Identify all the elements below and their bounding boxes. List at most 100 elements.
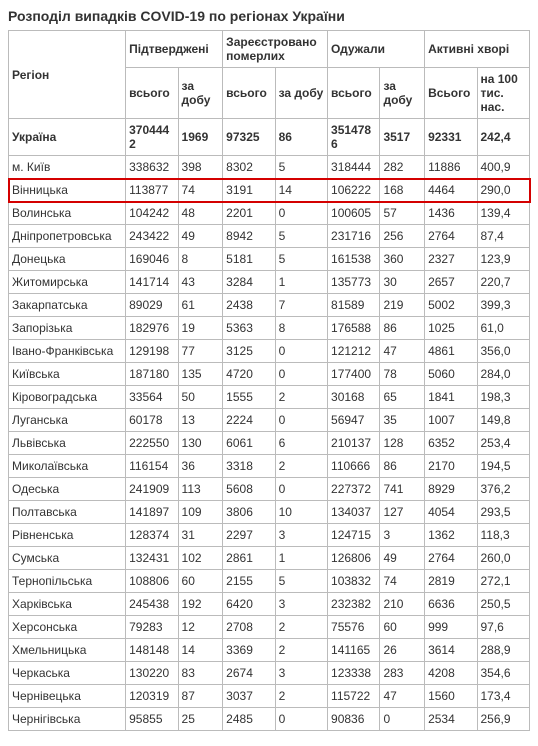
- cell-confirmed-daily: 49: [178, 225, 223, 248]
- cell-active-total: 5002: [425, 294, 477, 317]
- table-row: Вінницька113877743191141062221684464290,…: [9, 179, 530, 202]
- cell-region: Кіровоградська: [9, 386, 126, 409]
- cell-recovered-total: 318444: [328, 156, 380, 179]
- cell-confirmed-total: 130220: [126, 662, 178, 685]
- cell-region: Херсонська: [9, 616, 126, 639]
- cell-confirmed-total: 169046: [126, 248, 178, 271]
- cell-region: Київська: [9, 363, 126, 386]
- cell-confirmed-total: 128374: [126, 524, 178, 547]
- table-row: Хмельницька1481481433692141165263614288,…: [9, 639, 530, 662]
- cell-recovered-daily: 741: [380, 478, 425, 501]
- cell-deaths-daily: 7: [275, 294, 327, 317]
- cell-recovered-total: 210137: [328, 432, 380, 455]
- cell-confirmed-daily: 43: [178, 271, 223, 294]
- cell-active-total: 4861: [425, 340, 477, 363]
- cell-deaths-total: 6420: [223, 593, 275, 616]
- table-row: Миколаївська1161543633182110666862170194…: [9, 455, 530, 478]
- header-recovered-total: всього: [328, 68, 380, 119]
- cell-active-total: 4208: [425, 662, 477, 685]
- cell-region: Луганська: [9, 409, 126, 432]
- cell-deaths-total: 3318: [223, 455, 275, 478]
- cell-active-total: 1560: [425, 685, 477, 708]
- header-deaths-daily: за добу: [275, 68, 327, 119]
- table-row: Сумська13243110228611126806492764260,0: [9, 547, 530, 570]
- cell-region: Черкаська: [9, 662, 126, 685]
- cell-region: Закарпатська: [9, 294, 126, 317]
- cell-confirmed-daily: 83: [178, 662, 223, 685]
- cell-recovered-daily: 78: [380, 363, 425, 386]
- header-confirmed-total: всього: [126, 68, 178, 119]
- cell-confirmed-daily: 113: [178, 478, 223, 501]
- cell-recovered-daily: 282: [380, 156, 425, 179]
- header-active-per100k: на 100 тис. нас.: [477, 68, 530, 119]
- cell-active-total: 1362: [425, 524, 477, 547]
- cell-confirmed-daily: 1969: [178, 119, 223, 156]
- cell-deaths-total: 5608: [223, 478, 275, 501]
- cell-confirmed-daily: 48: [178, 202, 223, 225]
- cell-confirmed-daily: 60: [178, 570, 223, 593]
- cell-deaths-daily: 0: [275, 478, 327, 501]
- cell-active-per100k: 123,9: [477, 248, 530, 271]
- table-row: Луганська60178132224056947351007149,8: [9, 409, 530, 432]
- cell-active-per100k: 242,4: [477, 119, 530, 156]
- table-row: Закарпатська890296124387815892195002399,…: [9, 294, 530, 317]
- cell-recovered-total: 123338: [328, 662, 380, 685]
- cell-recovered-daily: 60: [380, 616, 425, 639]
- cell-region: Волинська: [9, 202, 126, 225]
- cell-deaths-daily: 0: [275, 340, 327, 363]
- cell-confirmed-total: 148148: [126, 639, 178, 662]
- cell-deaths-total: 3806: [223, 501, 275, 524]
- cell-recovered-daily: 168: [380, 179, 425, 202]
- table-row: Херсонська792831227082755766099997,6: [9, 616, 530, 639]
- cell-recovered-total: 75576: [328, 616, 380, 639]
- cell-confirmed-total: 120319: [126, 685, 178, 708]
- cell-active-per100k: 194,5: [477, 455, 530, 478]
- table-row: Тернопільська108806602155510383274281927…: [9, 570, 530, 593]
- cell-deaths-total: 3125: [223, 340, 275, 363]
- cell-region: Чернігівська: [9, 708, 126, 731]
- cell-region: Харківська: [9, 593, 126, 616]
- cell-confirmed-total: 79283: [126, 616, 178, 639]
- cell-confirmed-total: 95855: [126, 708, 178, 731]
- cell-deaths-total: 3369: [223, 639, 275, 662]
- cell-deaths-daily: 8: [275, 317, 327, 340]
- cell-active-total: 8929: [425, 478, 477, 501]
- table-row: Запорізька182976195363817658886102561,0: [9, 317, 530, 340]
- cell-recovered-daily: 127: [380, 501, 425, 524]
- cell-deaths-total: 97325: [223, 119, 275, 156]
- cell-active-per100k: 272,1: [477, 570, 530, 593]
- cell-recovered-daily: 86: [380, 317, 425, 340]
- header-recovered-daily: за добу: [380, 68, 425, 119]
- cell-region: Полтавська: [9, 501, 126, 524]
- cell-active-total: 2327: [425, 248, 477, 271]
- cell-region: Рівненська: [9, 524, 126, 547]
- cell-region: Хмельницька: [9, 639, 126, 662]
- cell-recovered-total: 56947: [328, 409, 380, 432]
- table-row: Полтавська141897109380610134037127405429…: [9, 501, 530, 524]
- table-row: Дніпропетровська243422498942523171625627…: [9, 225, 530, 248]
- cell-confirmed-total: 104242: [126, 202, 178, 225]
- table-row: Волинська1042424822010100605571436139,4: [9, 202, 530, 225]
- cell-deaths-total: 2861: [223, 547, 275, 570]
- cell-recovered-total: 103832: [328, 570, 380, 593]
- cell-active-per100k: 220,7: [477, 271, 530, 294]
- cell-recovered-daily: 65: [380, 386, 425, 409]
- cell-region: Миколаївська: [9, 455, 126, 478]
- cell-recovered-total: 121212: [328, 340, 380, 363]
- cell-active-per100k: 250,5: [477, 593, 530, 616]
- cell-confirmed-daily: 14: [178, 639, 223, 662]
- cell-confirmed-daily: 36: [178, 455, 223, 478]
- cell-recovered-total: 100605: [328, 202, 380, 225]
- cell-confirmed-total: 108806: [126, 570, 178, 593]
- cell-recovered-daily: 3: [380, 524, 425, 547]
- cell-active-per100k: 198,3: [477, 386, 530, 409]
- cell-confirmed-total: 141714: [126, 271, 178, 294]
- cell-confirmed-daily: 398: [178, 156, 223, 179]
- cell-confirmed-daily: 19: [178, 317, 223, 340]
- cell-deaths-total: 2201: [223, 202, 275, 225]
- cell-confirmed-daily: 102: [178, 547, 223, 570]
- cell-recovered-daily: 128: [380, 432, 425, 455]
- cell-confirmed-total: 187180: [126, 363, 178, 386]
- cell-active-per100k: 400,9: [477, 156, 530, 179]
- cell-confirmed-total: 141897: [126, 501, 178, 524]
